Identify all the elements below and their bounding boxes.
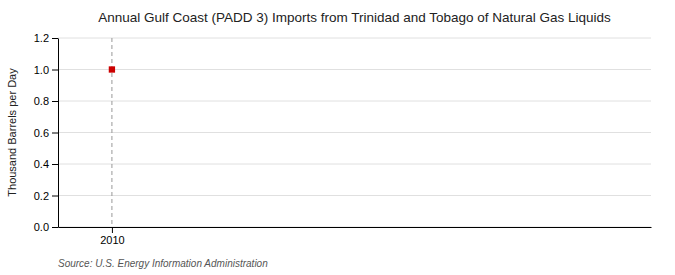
x-tick: 2010 <box>100 227 124 246</box>
x-tick-mark <box>112 227 113 233</box>
y-tick: 1.0 <box>34 64 58 76</box>
y-axis-line <box>58 39 59 228</box>
grid-line <box>58 38 651 39</box>
y-axis-title: Thousand Barrels per Day <box>6 68 18 197</box>
y-tick-mark <box>52 133 58 134</box>
grid-line <box>58 132 651 133</box>
x-tick-label: 2010 <box>100 234 124 246</box>
grid-line <box>58 101 651 102</box>
y-tick: 0.2 <box>34 190 58 202</box>
y-tick-mark <box>52 38 58 39</box>
data-point <box>109 66 115 72</box>
y-tick-mark <box>52 70 58 71</box>
y-tick: 0.8 <box>34 95 58 107</box>
y-tick-label: 0.4 <box>34 158 49 170</box>
y-tick-mark <box>52 164 58 165</box>
y-tick-label: 0.6 <box>34 127 49 139</box>
grid-line <box>58 195 651 196</box>
y-tick-label: 0.8 <box>34 95 49 107</box>
y-tick-label: 1.0 <box>34 64 49 76</box>
y-tick-label: 0.0 <box>34 221 49 233</box>
y-tick: 1.2 <box>34 32 58 44</box>
y-tick-mark <box>52 101 58 102</box>
plot-area: 0.0 0.2 0.4 0.6 0.8 1.0 1.2 2010 <box>34 32 652 246</box>
y-tick: 0.4 <box>34 158 58 170</box>
grid-line <box>58 227 651 228</box>
y-tick-label: 1.2 <box>34 32 49 44</box>
y-tick: 0.0 <box>34 221 58 233</box>
y-tick-label: 0.2 <box>34 190 49 202</box>
y-tick-mark <box>52 196 58 197</box>
x-axis: 2010 <box>59 227 652 246</box>
chart-title: Annual Gulf Coast (PADD 3) Imports from … <box>98 10 611 25</box>
chart-svg: 0.0 0.2 0.4 0.6 0.8 1.0 1.2 2010 Annual Gulf Coa… <box>0 0 675 275</box>
y-axis: 0.0 0.2 0.4 0.6 0.8 1.0 1.2 <box>34 32 59 233</box>
grid-line <box>58 164 651 165</box>
y-tick-mark <box>52 227 58 228</box>
data-marks <box>109 66 115 72</box>
x-axis-line <box>59 227 652 228</box>
source-note: Source: U.S. Energy Information Administ… <box>58 258 268 269</box>
grid-line <box>58 69 651 70</box>
chart-container: 0.0 0.2 0.4 0.6 0.8 1.0 1.2 2010 Annual Gulf Coa… <box>0 0 675 275</box>
y-grid <box>58 38 651 227</box>
y-tick: 0.6 <box>34 127 58 139</box>
